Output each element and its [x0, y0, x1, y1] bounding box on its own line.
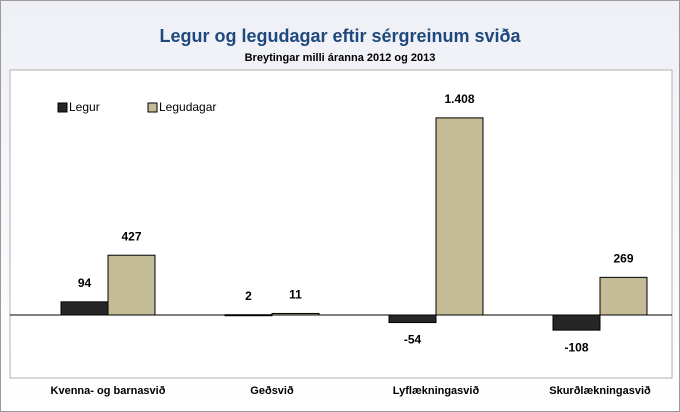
- x-tick-label: Lyflækningasvið: [393, 385, 480, 397]
- value-label: 2: [245, 289, 252, 303]
- chart-title: Legur og legudagar eftir sérgreinum svið…: [159, 26, 521, 46]
- value-label: 427: [121, 229, 141, 243]
- legend-swatch: [57, 102, 68, 113]
- value-label: -108: [564, 340, 588, 354]
- value-label: 11: [289, 288, 302, 302]
- x-tick-label: Geðsvið: [250, 385, 294, 397]
- bar: [388, 314, 437, 324]
- legend-swatch: [147, 102, 158, 113]
- x-tick-label: Skurðlækningasvið: [549, 385, 651, 397]
- value-label: -54: [404, 333, 422, 347]
- chart-subtitle: Breytingar milli áranna 2012 og 2013: [245, 52, 436, 64]
- bar: [435, 117, 484, 316]
- plot-area: [9, 69, 673, 379]
- legend-label: Legur: [69, 100, 100, 114]
- value-label: 1.408: [444, 92, 474, 106]
- bar: [599, 276, 648, 316]
- value-label: 94: [78, 276, 92, 290]
- value-label: 269: [613, 252, 633, 266]
- bar: [107, 254, 156, 316]
- bar: [552, 314, 601, 331]
- x-tick-label: Kvenna- og barnasvið: [51, 385, 166, 397]
- bar: [60, 301, 109, 316]
- legend-label: Legudagar: [159, 100, 216, 114]
